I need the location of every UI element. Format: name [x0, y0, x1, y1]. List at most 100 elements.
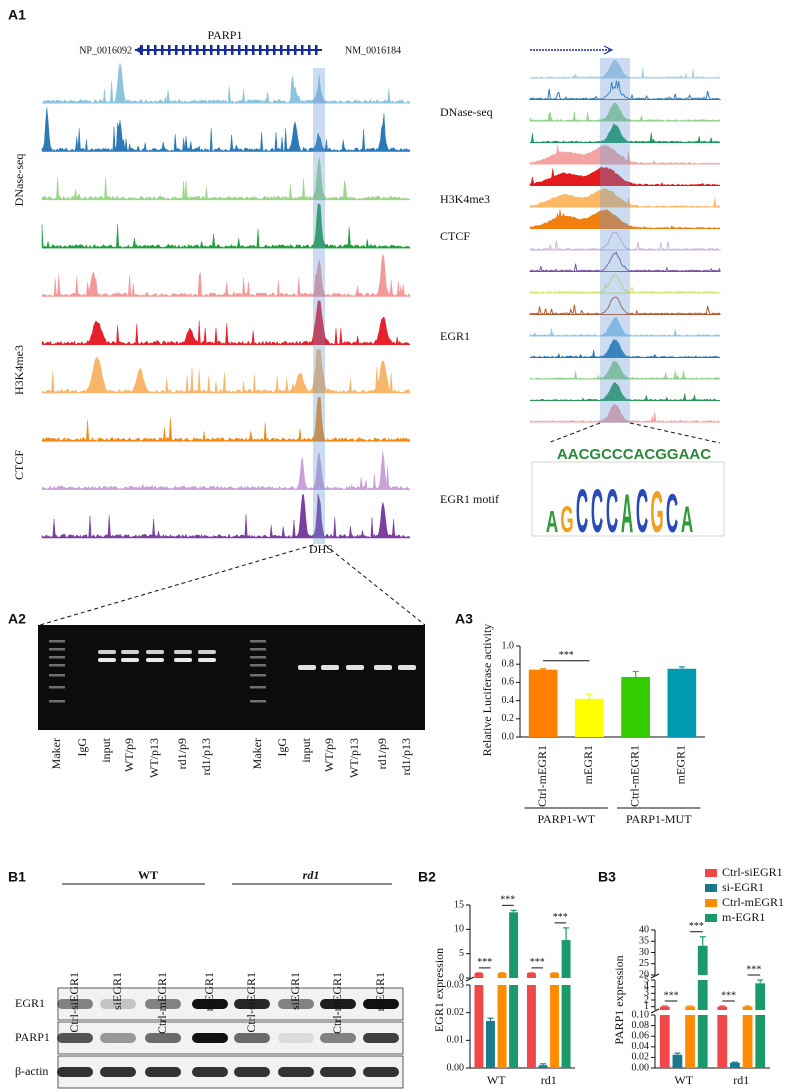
significance-label: ***: [559, 650, 574, 661]
group-label: PARP1-MUT: [626, 812, 692, 826]
track-signal: [529, 187, 721, 208]
track-label: H3K4me3: [12, 345, 26, 395]
bar: [685, 1015, 695, 1068]
y-tick-label: 30: [639, 947, 649, 958]
logo-letter: C: [591, 476, 603, 545]
exon: [287, 45, 290, 55]
lane-label: siEGR1: [288, 972, 302, 1010]
y-tick-label: 4: [644, 981, 649, 992]
y-tick-label: 1: [644, 1001, 649, 1012]
bar: [526, 973, 536, 978]
gene-arrow: [135, 45, 143, 55]
track-signal: [529, 296, 721, 316]
legend-swatch: [705, 914, 717, 922]
blot-band: [234, 999, 270, 1009]
legend-label: si-EGR1: [722, 880, 764, 894]
blot-band: [363, 1067, 399, 1077]
lane-label: WT/p13: [147, 738, 161, 778]
exon: [273, 45, 276, 55]
legend-swatch: [705, 899, 717, 907]
ladder-band: [250, 656, 266, 659]
exon: [259, 45, 262, 55]
blot-band: [363, 1033, 399, 1043]
track-signal: [41, 253, 411, 297]
significance-label: ***: [477, 957, 492, 968]
significance-label: ***: [530, 957, 545, 968]
exon: [217, 45, 220, 55]
x-tick-label: Ctrl-mEGR1: [627, 745, 641, 807]
blot-band: [145, 1033, 181, 1043]
bar: [528, 669, 558, 737]
ladder-band: [49, 674, 65, 677]
track-signal: [529, 144, 721, 165]
y-tick-label: 0.10: [632, 1009, 650, 1020]
blot-band: [278, 1033, 314, 1043]
y-tick-label: 0.00: [632, 1062, 650, 1073]
legend-swatch: [705, 884, 717, 892]
motif-label: EGR1 motif: [440, 492, 499, 506]
bar: [526, 985, 536, 1068]
exon: [315, 45, 318, 55]
track-signal: [529, 251, 721, 273]
blot-band: [100, 999, 136, 1009]
highlight: [600, 58, 630, 423]
bar: [550, 985, 559, 1068]
gene-name: PARP1: [208, 28, 243, 42]
y-tick-label: 0.4: [502, 695, 515, 706]
lane-label: rd1/p13: [199, 738, 213, 775]
exon: [224, 45, 227, 55]
exon: [231, 45, 234, 55]
lane-label: mEGR1: [373, 972, 387, 1011]
zoom-line: [547, 422, 601, 444]
track-signal: [41, 157, 411, 201]
group-label: WT: [138, 868, 158, 882]
band: [121, 658, 139, 662]
x-tick-label: mEGR1: [581, 745, 595, 784]
track-signal: [529, 102, 721, 122]
exon: [203, 45, 206, 55]
y-tick-label: 1.0: [502, 640, 515, 651]
bar: [621, 676, 650, 737]
bar: [474, 985, 484, 1068]
motif-sequence: AACGCCCACGGAAC: [557, 446, 711, 463]
blot-band: [192, 999, 228, 1009]
band: [346, 665, 364, 670]
logo-letter: G: [560, 500, 573, 541]
y-tick-label: 5: [644, 974, 649, 985]
bar: [474, 973, 484, 978]
bar: [550, 973, 559, 978]
axis-break: [650, 1008, 660, 1014]
ladder-band: [49, 664, 65, 667]
y-axis-label: EGR1 expression: [432, 948, 446, 1032]
y-tick-label: 0.03: [447, 979, 465, 990]
exon: [301, 45, 304, 55]
bar: [697, 1015, 708, 1068]
track-label: EGR1: [440, 329, 470, 343]
track-signal: [41, 493, 411, 539]
logo-frame: [531, 461, 725, 537]
exon: [147, 45, 150, 55]
bar: [697, 945, 708, 975]
panel-label: B3: [598, 869, 616, 885]
band: [174, 658, 192, 662]
y-tick-label: 0.06: [632, 1030, 650, 1041]
lane-label: WT/p9: [122, 738, 136, 772]
exon: [210, 45, 213, 55]
y-tick-label: 0.08: [632, 1020, 650, 1031]
significance-label: ***: [689, 921, 704, 932]
lane-label: Ctrl-mEGR1: [155, 972, 169, 1034]
blot-band: [57, 999, 93, 1009]
blot-band: [278, 999, 314, 1009]
y-axis-label: Relative Luciferase activity: [480, 624, 494, 757]
blot-band: [57, 1067, 93, 1077]
lane-label: IgG: [275, 738, 289, 757]
y-tick-label: 0.6: [502, 677, 515, 688]
x-tick-label: WT: [487, 1073, 506, 1087]
panel-label: A2: [8, 611, 26, 627]
track-signal: [529, 382, 721, 401]
track-signal: [41, 300, 411, 346]
track-signal: [41, 63, 411, 104]
track-signal: [529, 209, 721, 229]
x-tick-label: WT: [674, 1073, 693, 1087]
bar: [509, 985, 519, 1068]
